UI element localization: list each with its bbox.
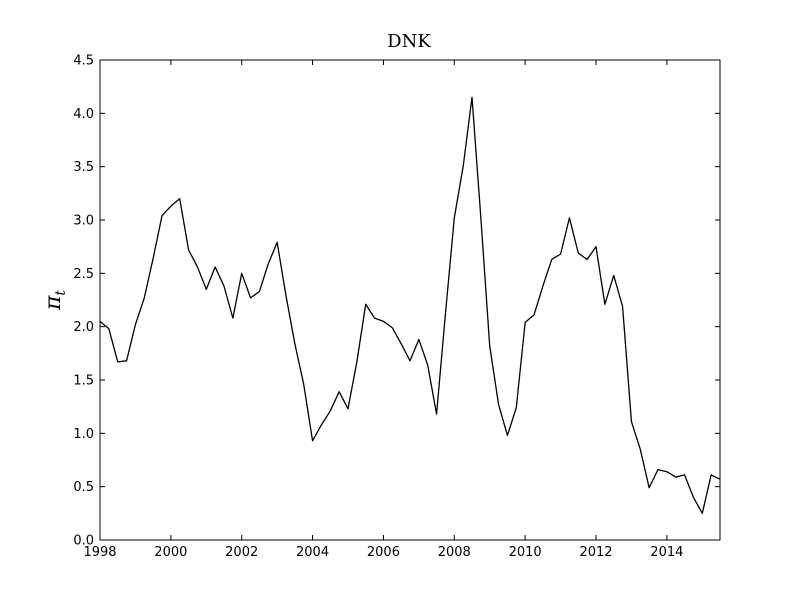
y-axis-label-subscript: t [53, 290, 69, 296]
y-tick-label: 1.5 [73, 374, 94, 389]
x-tick-label: 2000 [154, 545, 187, 560]
y-tick-label: 2.0 [73, 320, 94, 335]
x-tick-label: 2012 [579, 545, 612, 560]
x-tick-label: 1998 [83, 545, 116, 560]
y-tick-label: 2.5 [73, 267, 94, 282]
y-axis-label: πt [41, 290, 69, 311]
axis-ticks [99, 59, 720, 541]
y-axis-label-symbol: π [41, 295, 66, 311]
x-tick-label: 2002 [225, 545, 258, 560]
series-line [99, 96, 721, 514]
y-tick-label: 1.0 [73, 427, 94, 442]
x-tick-label: 2008 [438, 545, 471, 560]
x-tick-label: 2004 [296, 545, 329, 560]
x-tick-label: 2014 [650, 545, 683, 560]
plot-frame [99, 59, 721, 541]
y-tick-label: 4.0 [73, 107, 94, 122]
x-tick-label: 2010 [509, 545, 542, 560]
y-tick-label: 3.0 [73, 214, 94, 229]
y-tick-label: 0.0 [73, 534, 94, 549]
x-tick-label: 2006 [367, 545, 400, 560]
y-tick-label: 0.5 [73, 480, 94, 495]
chart-title: DNK [387, 31, 431, 52]
y-tick-label: 4.5 [73, 54, 94, 69]
axis-tick-labels: 1998 2000 2002 2004 2006 2008 2010 2012 2014 0.0 0… [73, 54, 683, 561]
y-tick-label: 3.5 [73, 160, 94, 175]
